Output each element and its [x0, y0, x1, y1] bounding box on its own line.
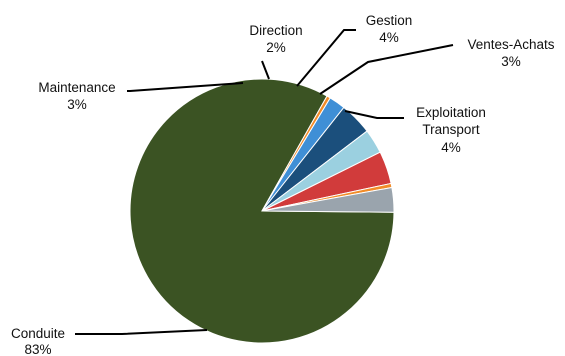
value-conduite: 83%: [24, 342, 51, 356]
label-conduite: Conduite: [11, 326, 65, 341]
leader-line-direction: [261, 60, 270, 80]
value-ventes-achats: 3%: [501, 54, 521, 69]
leader-line-ventes-achats: [319, 44, 454, 95]
leader-line-exploitation-transport: [344, 110, 404, 119]
label-ventes-achats: Ventes-Achats: [467, 37, 554, 52]
value-gestion: 4%: [379, 30, 399, 45]
leader-lines: [75, 29, 454, 335]
label-exploitation-line-1: Exploitation: [416, 105, 486, 120]
slice-maintenance: [261, 186, 395, 213]
label-maintenance: Maintenance: [38, 80, 115, 95]
label-exploitation-line-2: Transport: [422, 122, 480, 137]
leader-line-maintenance: [127, 82, 244, 92]
pie-slices: [129, 78, 395, 344]
value-direction: 2%: [266, 40, 286, 55]
value-maintenance: 3%: [67, 97, 87, 112]
slice-labels: Direction 2% Gestion 4% Ventes-Achats 3%…: [11, 13, 555, 356]
label-gestion: Gestion: [366, 13, 413, 28]
leader-line-gestion: [296, 29, 356, 87]
leader-line-conduite: [75, 329, 208, 335]
label-direction: Direction: [249, 23, 302, 38]
value-exploitation-transport: 4%: [441, 140, 461, 155]
